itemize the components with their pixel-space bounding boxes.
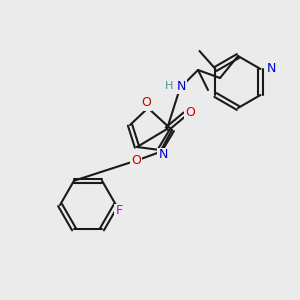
Text: N: N <box>266 62 276 76</box>
Text: F: F <box>116 205 123 218</box>
Text: O: O <box>141 97 151 110</box>
Text: H: H <box>165 81 173 91</box>
Text: O: O <box>185 106 195 118</box>
Text: N: N <box>158 148 168 161</box>
Text: N: N <box>176 80 186 92</box>
Text: O: O <box>131 154 141 167</box>
